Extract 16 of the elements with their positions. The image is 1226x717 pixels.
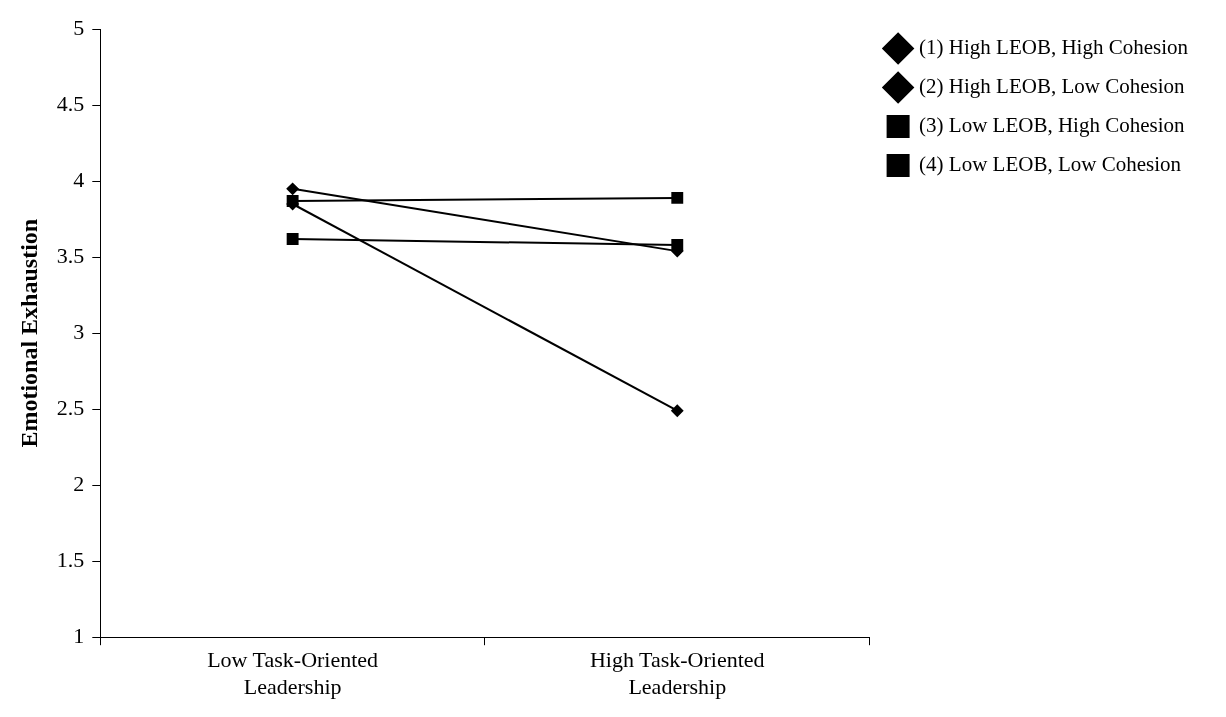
x-tick-label: High Task-Oriented Leadership — [589, 647, 765, 699]
legend-label: (3) Low LEOB, High Cohesion — [919, 113, 1185, 138]
legend-label: (4) Low LEOB, Low Cohesion — [919, 152, 1182, 177]
y-tick-label: 3.5 — [56, 242, 85, 268]
y-tick-label: 1.5 — [56, 546, 85, 572]
legend-label: (2) High LEOB, Low Cohesion — [919, 74, 1185, 99]
y-tick-label: 4.5 — [56, 90, 85, 116]
y-tick-label: 3 — [73, 318, 85, 344]
y-axis-title: Emotional Exhaustion — [15, 218, 42, 448]
x-tick-label: Low Task-Oriented Leadership — [207, 647, 379, 699]
y-tick-label: 2 — [73, 470, 85, 496]
y-tick-label: 2.5 — [56, 394, 85, 420]
y-tick-label: 4 — [73, 166, 85, 192]
legend-label: (1) High LEOB, High Cohesion — [919, 35, 1189, 60]
y-tick-label: 1 — [73, 622, 85, 648]
y-tick-label: 5 — [73, 14, 85, 40]
